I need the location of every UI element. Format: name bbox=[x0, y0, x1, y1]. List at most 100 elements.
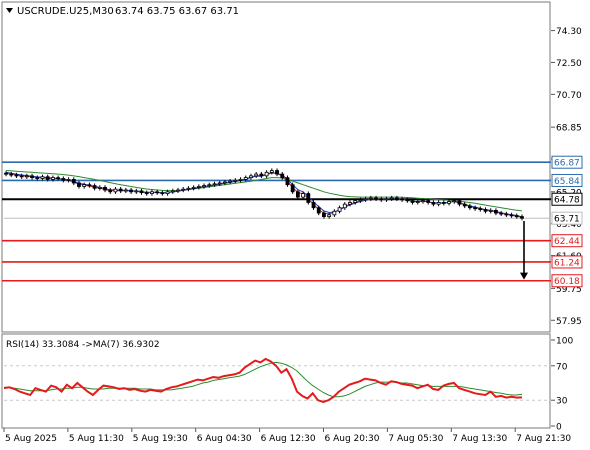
candle-body bbox=[285, 177, 290, 186]
moving-average-line bbox=[5, 171, 523, 218]
time-tick-label: 7 Aug 21:30 bbox=[516, 434, 571, 444]
level-labels: 66.87 65.84 64.78 62.44 61.24 60.18 63.71 bbox=[551, 155, 583, 288]
rsi-axis: 100 70 30 0 bbox=[551, 337, 573, 433]
candle-body bbox=[295, 191, 300, 198]
candle-body bbox=[405, 199, 410, 202]
candle-body bbox=[379, 198, 384, 201]
time-tick-label: 6 Aug 04:30 bbox=[197, 434, 252, 444]
candle-body bbox=[342, 203, 347, 209]
collapse-triangle-icon[interactable] bbox=[6, 8, 13, 13]
candle-body bbox=[191, 186, 196, 189]
candle-body bbox=[322, 212, 326, 218]
price-tick-label: 59.75 bbox=[556, 285, 582, 295]
candle-body bbox=[488, 210, 493, 212]
candle-body bbox=[259, 173, 264, 177]
time-tick-label: 6 Aug 20:30 bbox=[325, 434, 380, 444]
candle-body bbox=[61, 178, 66, 181]
current-price-badge bbox=[551, 211, 583, 225]
candle-body bbox=[92, 185, 97, 189]
candle-body bbox=[186, 187, 191, 190]
candle-body bbox=[40, 176, 45, 179]
ohlc-label: 63.74 63.75 63.67 63.71 bbox=[115, 6, 239, 17]
rsi-tick-label: 30 bbox=[556, 397, 568, 407]
rsi-tick-label: 100 bbox=[556, 337, 573, 347]
candle-body bbox=[113, 188, 118, 193]
candle-body bbox=[160, 192, 165, 195]
price-tick-label: 72.50 bbox=[556, 59, 582, 69]
candle-body bbox=[97, 186, 102, 189]
pivot-level-badge bbox=[551, 192, 583, 206]
candle-body bbox=[249, 175, 253, 179]
resistance-level-badge bbox=[551, 173, 583, 187]
candle-body bbox=[301, 193, 305, 198]
candle-body bbox=[24, 175, 29, 178]
candle-body bbox=[410, 200, 415, 203]
candle-body bbox=[254, 173, 259, 177]
candle-body bbox=[144, 192, 149, 195]
candle-body bbox=[415, 201, 420, 203]
candle-body bbox=[264, 171, 269, 177]
chart-header: USCRUDE.U25,M30 63.74 63.75 63.67 63.71 bbox=[6, 6, 239, 17]
candle-body bbox=[45, 176, 50, 180]
candle-body bbox=[66, 179, 71, 181]
candle-body bbox=[316, 207, 321, 214]
moving-averages bbox=[5, 170, 523, 218]
candle-body bbox=[473, 207, 477, 210]
candle-body bbox=[238, 179, 243, 181]
candle-body bbox=[243, 177, 248, 180]
current-price-label: 63.71 bbox=[554, 215, 580, 225]
price-tick-label: 70.70 bbox=[556, 91, 582, 101]
candle-body bbox=[452, 200, 457, 203]
candle-body bbox=[170, 190, 175, 193]
candle-body bbox=[421, 200, 425, 203]
pivot-level-label: 64.78 bbox=[554, 196, 580, 206]
candle-body bbox=[363, 198, 368, 201]
candle-body bbox=[306, 193, 311, 203]
candle-body bbox=[353, 200, 358, 203]
candle-body bbox=[71, 179, 76, 184]
support-level-label: 62.44 bbox=[554, 237, 580, 247]
candle-body bbox=[108, 189, 113, 193]
candle-body bbox=[483, 209, 488, 212]
time-axis: 5 Aug 2025 5 Aug 11:30 5 Aug 19:30 6 Aug 04… bbox=[3, 428, 571, 444]
candle-body bbox=[337, 207, 342, 212]
candle-body bbox=[441, 202, 446, 204]
candle-body bbox=[457, 200, 462, 205]
candle-body bbox=[494, 210, 498, 214]
candle-body bbox=[181, 188, 186, 191]
candle-body bbox=[384, 198, 389, 201]
candle-body bbox=[368, 197, 373, 200]
time-tick-label: 5 Aug 11:30 bbox=[69, 434, 124, 444]
time-tick-label: 6 Aug 12:30 bbox=[261, 434, 316, 444]
moving-average-line bbox=[5, 170, 523, 212]
candle-body bbox=[77, 182, 81, 187]
candle-body bbox=[87, 184, 92, 187]
candle-body bbox=[467, 205, 472, 209]
candle-body bbox=[514, 215, 519, 218]
candle-body bbox=[348, 202, 352, 205]
time-tick-label: 5 Aug 2025 bbox=[5, 434, 57, 444]
candle-body bbox=[14, 174, 19, 177]
support-level-badge bbox=[551, 234, 583, 248]
resistance-level-label: 65.84 bbox=[554, 177, 580, 187]
candle-body bbox=[212, 183, 217, 186]
candle-body bbox=[374, 197, 378, 200]
rsi-tick-label: 70 bbox=[556, 362, 568, 372]
candle-body bbox=[165, 191, 170, 194]
price-tick-label: 68.85 bbox=[556, 124, 582, 134]
candle-body bbox=[82, 184, 87, 187]
candle-body bbox=[228, 180, 233, 183]
candle-body bbox=[447, 201, 451, 204]
candle-body bbox=[400, 198, 405, 201]
candle-body bbox=[520, 216, 524, 219]
rsi-ma-line bbox=[4, 361, 523, 398]
candle-body bbox=[139, 190, 144, 194]
support-resistance-levels bbox=[2, 161, 551, 282]
resistance-level-label: 66.87 bbox=[554, 159, 580, 169]
candle-body bbox=[123, 189, 128, 192]
candle-body bbox=[4, 172, 8, 175]
support-level-badge bbox=[551, 255, 583, 269]
candle-body bbox=[129, 189, 133, 193]
candle-body bbox=[358, 199, 363, 202]
